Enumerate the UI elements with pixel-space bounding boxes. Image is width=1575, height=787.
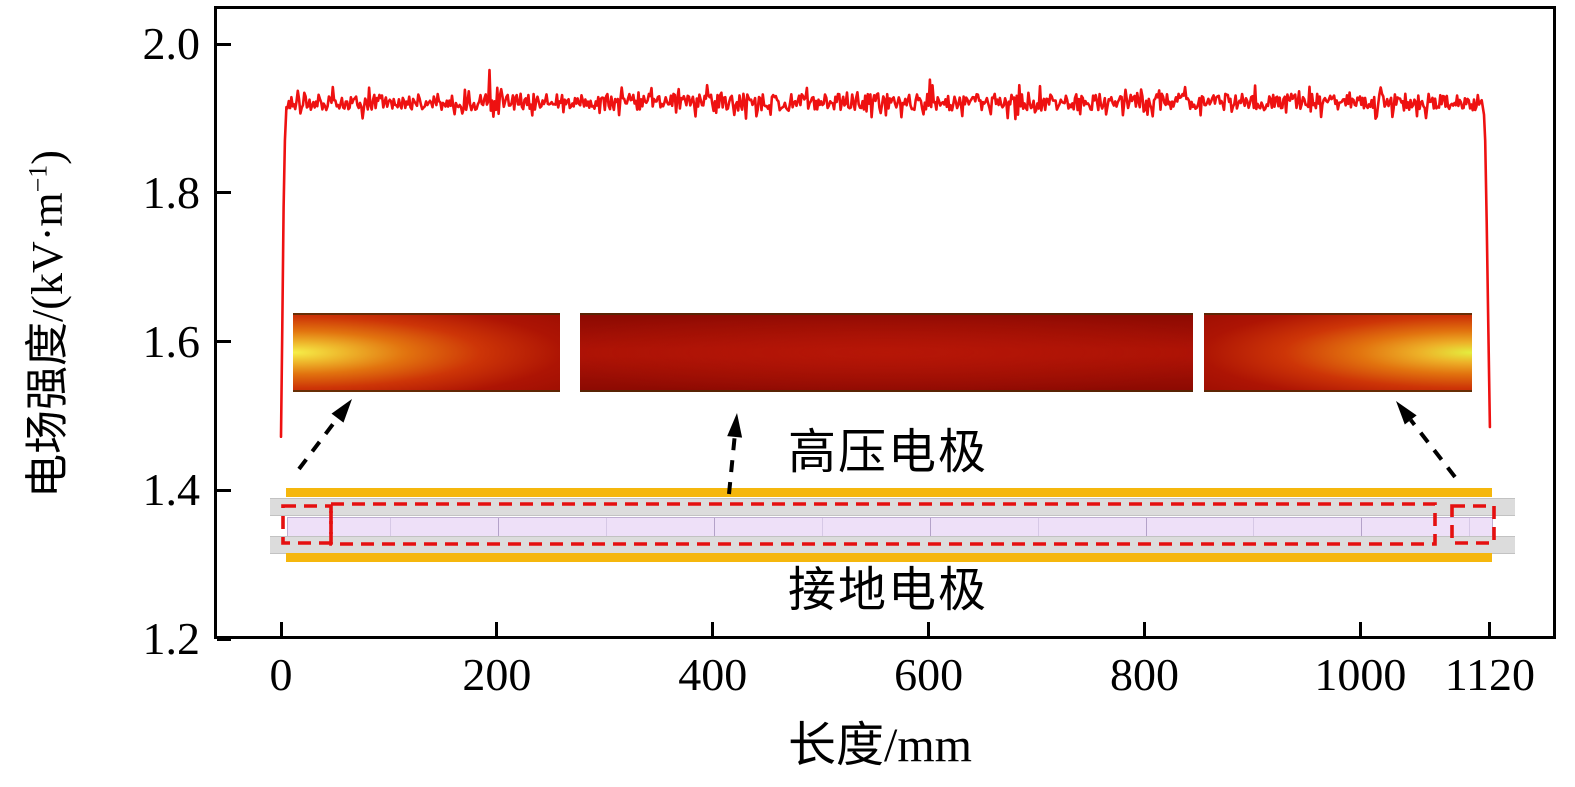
y-tick-mark [217, 42, 231, 46]
heatmap-inset-left-end [293, 313, 560, 392]
core-segment-divider [1469, 518, 1471, 536]
core-segment-divider [713, 518, 715, 536]
y-tick-mark [217, 637, 231, 641]
core-segment-divider [1361, 518, 1363, 536]
plot-area [214, 6, 1556, 639]
ground-electrode-label: 接地电极 [788, 564, 989, 617]
hv-electrode-label: 高压电极 [788, 426, 989, 479]
x-tick-mark [279, 622, 283, 636]
core-segment-divider [605, 518, 607, 536]
y-tick-mark [217, 191, 231, 195]
y-axis-title-close: ) [23, 150, 72, 165]
x-tick-label: 0 [269, 649, 293, 700]
x-tick-mark [495, 622, 499, 636]
x-tick-label: 400 [678, 649, 748, 700]
core-segment-divider [1253, 518, 1255, 536]
x-tick-label: 1000 [1314, 649, 1407, 700]
core-segment-divider [821, 518, 823, 536]
y-axis-title: 电场强度/(kV·m−1) [14, 19, 72, 629]
x-tick-label: 600 [894, 649, 964, 700]
x-tick-label: 1120 [1444, 649, 1536, 700]
hv-electrode-bar [286, 488, 1492, 497]
x-tick-mark [1488, 622, 1492, 636]
tube-core-bar [287, 517, 1493, 537]
y-tick-label: 1.6 [142, 315, 201, 367]
x-tick-mark [927, 622, 931, 636]
electrode-schematic [270, 488, 1515, 562]
x-tick-label: 200 [462, 649, 532, 700]
y-tick-label: 1.4 [142, 464, 201, 516]
core-segment-divider [929, 518, 931, 536]
lower-plate-bar [270, 536, 1515, 554]
core-segment-divider [389, 518, 391, 536]
upper-plate-bar [270, 498, 1515, 516]
y-axis-title-superscript: −1 [23, 164, 53, 193]
core-segment-divider [1145, 518, 1147, 536]
y-axis-title-text: 电场强度/(kV·m [23, 192, 72, 498]
heatmap-inset-right-end [1204, 313, 1472, 392]
y-tick-label: 2.0 [142, 18, 201, 69]
x-axis-title: 长度/mm [787, 719, 972, 772]
x-tick-mark [1358, 622, 1362, 636]
y-tick-mark [217, 340, 231, 343]
heatmap-inset-middle [580, 313, 1193, 392]
y-tick-label: 1.2 [142, 613, 201, 664]
core-segment-divider [497, 518, 499, 536]
x-tick-mark [1143, 622, 1147, 636]
x-tick-label: 800 [1110, 649, 1180, 700]
y-tick-mark [217, 488, 231, 492]
y-tick-label: 1.8 [142, 166, 201, 218]
x-tick-mark [711, 622, 715, 636]
ground-electrode-bar [286, 553, 1492, 562]
core-segment-divider [1037, 518, 1039, 536]
